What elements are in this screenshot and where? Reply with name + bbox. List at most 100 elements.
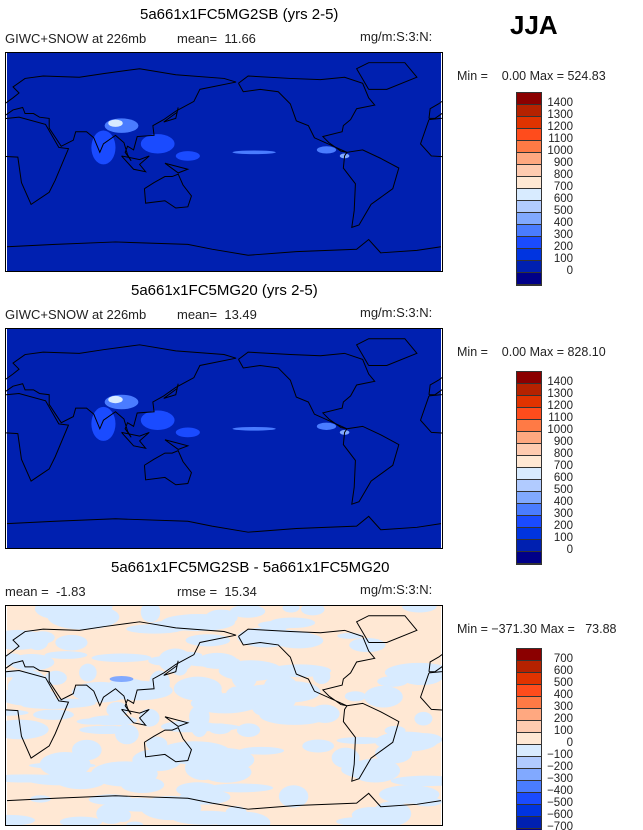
colorbar-tick-label: 1100 [548,133,573,145]
field-contour [207,783,274,793]
field-contour [316,146,337,154]
panel-1-units: mg/m:S:3:N: [360,29,433,44]
field-contour [310,704,340,723]
colorbar-tick-label: 800 [553,169,573,181]
colorbar-swatch [517,225,541,237]
colorbar-tick-label: 300 [553,701,573,713]
coastline [164,716,190,728]
coastline [355,338,418,366]
colorbar-tick-label: 700 [553,181,573,193]
colorbar-tick-label: 600 [553,472,573,484]
panel-1-minmax: Min = 0.00 Max = 524.83 [457,69,606,83]
colorbar-swatch [517,432,541,444]
colorbar-tick-label: 800 [553,448,573,460]
coastline [164,162,190,174]
panel-2-map [5,328,443,549]
colorbar-tick-label: 1200 [547,400,573,412]
coastline [6,669,70,759]
field-contour [79,663,97,682]
panel-3-mean: mean = -1.83 [5,584,86,599]
colorbar-tick-label: 500 [553,205,573,217]
coastline [419,117,442,158]
field-contour [232,426,276,431]
colorbar-tick-label: 400 [553,217,573,229]
coastline [355,615,418,643]
field-contour [6,719,49,740]
colorbar-tick-label: −500 [547,797,573,809]
coastline [419,394,442,434]
colorbar-tick-label: 200 [553,520,573,532]
colorbar-swatch [517,420,541,432]
colorbar-swatch [517,492,541,504]
colorbar-tick-label: 0 [566,544,573,556]
field-contour [175,151,200,161]
field-contour [126,821,144,825]
field-contour [79,725,132,735]
panel-3-units: mg/m:S:3:N: [360,582,433,597]
colorbar-swatch [517,117,541,129]
colorbar-tick-label: −200 [547,761,573,773]
colorbar-swatch [517,189,541,201]
field-contour [302,739,335,753]
field-contour [185,634,231,647]
colorbar-tick-label: 200 [553,241,573,253]
colorbar-tick-label: 700 [553,653,573,665]
field-contour [87,715,138,726]
coastline [121,431,150,449]
colorbar-swatch [517,444,541,456]
colorbar-swatch [517,372,541,384]
coastline [143,727,193,763]
coastline-antarctica [6,238,442,256]
panel-1-mean: mean= 11.66 [177,31,256,46]
colorbar-tick-label: 400 [553,496,573,508]
field-contour [390,775,442,787]
field-contour [44,651,88,659]
colorbar-tick-label: 1200 [547,121,573,133]
colorbar-tick-label: 400 [553,689,573,701]
field-contour [91,130,116,165]
field-contour [232,150,276,155]
colorbar-swatch [517,93,541,105]
colorbar-swatch [517,408,541,420]
coastline [342,702,400,782]
colorbar-swatch [517,661,541,673]
colorbar-tick-label: 200 [553,713,573,725]
field-contour [91,653,152,663]
field-contour [39,752,91,778]
colorbar-tick-label: 1300 [547,109,573,121]
panel-2-minmax: Min = 0.00 Max = 828.10 [457,345,606,359]
field-contour [401,606,437,613]
field-contour [140,134,175,154]
panel-3-title: 5a661x1FC5MG2SB - 5a661x1FC5MG20 [111,559,390,576]
season-label: JJA [510,10,558,40]
colorbar-swatch [517,745,541,757]
field-contour [33,709,74,720]
field-contour [148,656,179,666]
field-contour [109,676,134,682]
panel-3-minmax: Min = −371.30 Max = 73.88 [457,622,617,636]
coastline [6,344,237,438]
field-contour [44,670,67,685]
coastline [6,621,237,715]
field-contour [91,406,116,441]
colorbar-tick-label: −300 [547,773,573,785]
field-contour [146,736,168,752]
colorbar-swatch [517,528,541,540]
colorbar-swatch [517,769,541,781]
colorbar-tick-label: 1000 [547,424,573,436]
field-contour [230,606,266,618]
colorbar-swatch [517,649,541,661]
colorbar-tick-label: −400 [547,785,573,797]
colorbar-swatch [517,237,541,249]
field-contour [181,791,224,800]
field-contour [238,746,285,755]
colorbar-tick-label: 700 [553,460,573,472]
colorbar-swatch [517,201,541,213]
coastline [163,107,179,123]
coastline [6,392,70,482]
colorbar-swatch [517,709,541,721]
field-contour [267,664,332,678]
coastline [419,671,442,711]
colorbar-swatch [517,384,541,396]
field-contour [282,606,300,613]
